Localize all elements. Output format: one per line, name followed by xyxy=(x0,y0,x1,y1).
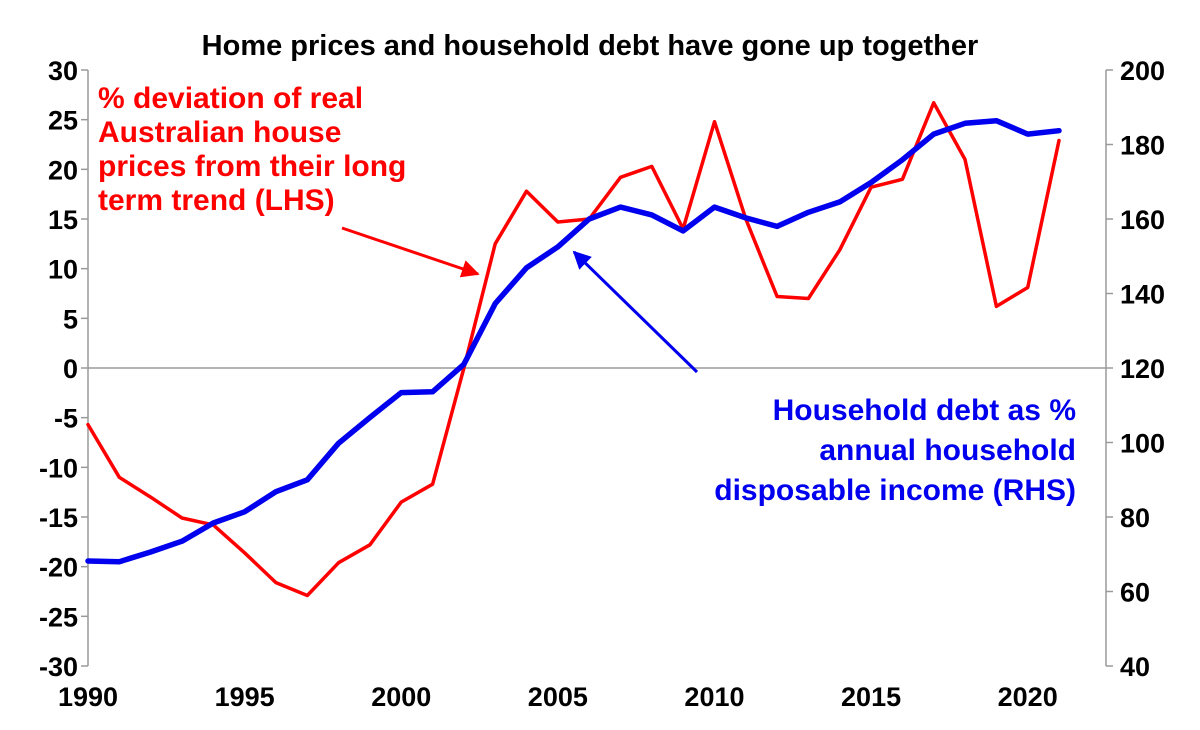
lhs-series-label: Australian house xyxy=(98,116,341,149)
right-tick-label: 120 xyxy=(1120,354,1165,384)
rhs-series-label: Household debt as % xyxy=(773,394,1076,427)
left-tick-label: 10 xyxy=(48,255,78,285)
lhs-series-label: % deviation of real xyxy=(98,82,363,115)
left-tick-label: 25 xyxy=(48,106,78,136)
left-axis-ticks: 30 25 20 15 10 5 0 -5 -10 -15 -20 -25 -30 xyxy=(39,56,88,682)
x-tick-label: 2010 xyxy=(684,682,744,712)
right-tick-label: 160 xyxy=(1120,205,1165,235)
left-tick-label: -15 xyxy=(39,503,78,533)
rhs-series-label: disposable income (RHS) xyxy=(714,474,1076,507)
left-tick-label: -30 xyxy=(39,652,78,682)
right-tick-label: 140 xyxy=(1120,280,1165,310)
x-tick-label: 2005 xyxy=(528,682,588,712)
rhs-arrow xyxy=(572,250,699,374)
left-tick-label: -10 xyxy=(39,453,78,483)
x-tick-label: 1995 xyxy=(215,682,275,712)
right-tick-label: 80 xyxy=(1120,503,1150,533)
right-tick-label: 100 xyxy=(1120,429,1165,459)
right-tick-label: 200 xyxy=(1120,56,1165,86)
right-tick-label: 180 xyxy=(1120,131,1165,161)
right-tick-label: 60 xyxy=(1120,578,1150,608)
lhs-arrow xyxy=(341,226,480,278)
left-tick-label: 20 xyxy=(48,155,78,185)
left-tick-label: -25 xyxy=(39,602,78,632)
left-tick-label: 30 xyxy=(48,56,78,86)
left-tick-label: -5 xyxy=(54,404,78,434)
x-tick-label: 2000 xyxy=(371,682,431,712)
lhs-series-label: prices from their long xyxy=(98,150,406,183)
right-axis-ticks: 200 180 160 140 120 100 80 60 40 xyxy=(1106,56,1165,682)
left-tick-label: 5 xyxy=(63,304,78,334)
rhs-series-label: annual household xyxy=(819,434,1076,467)
x-tick-label: 1990 xyxy=(58,682,118,712)
series-line-right xyxy=(85,117,1062,565)
left-tick-label: 15 xyxy=(48,205,78,235)
left-tick-label: -20 xyxy=(39,553,78,583)
chart-title: Home prices and household debt have gone… xyxy=(202,30,979,62)
right-tick-label: 40 xyxy=(1120,652,1150,682)
x-tick-label: 2015 xyxy=(841,682,901,712)
series-layer xyxy=(85,101,1062,598)
series-line-left xyxy=(86,101,1061,598)
x-tick-label: 2020 xyxy=(998,682,1058,712)
left-tick-label: 0 xyxy=(63,354,78,384)
x-axis-ticks: 1990 1995 2000 2005 2010 2015 2020 xyxy=(58,682,1058,712)
lhs-series-label: term trend (LHS) xyxy=(98,184,335,217)
